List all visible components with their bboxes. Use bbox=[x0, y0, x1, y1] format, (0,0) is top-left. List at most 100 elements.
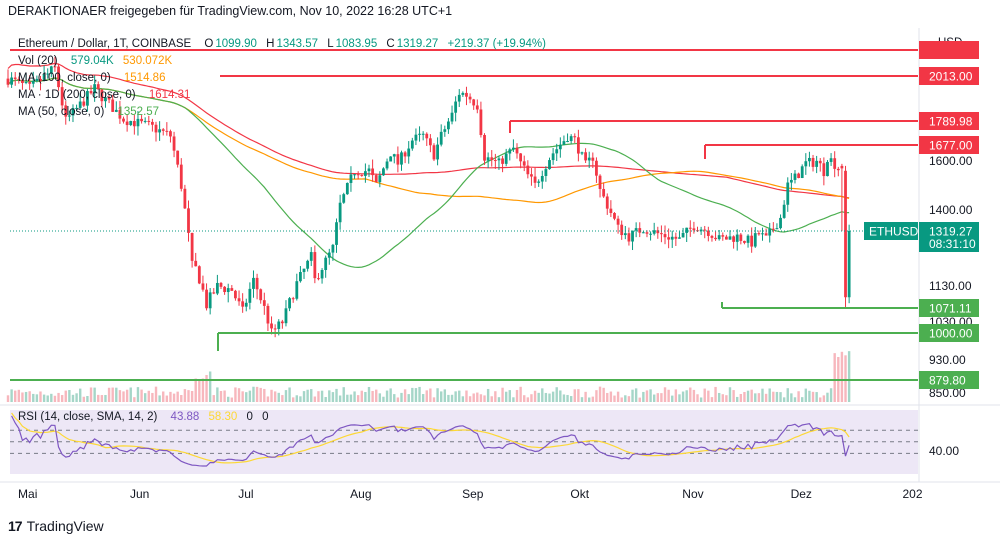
candle-body bbox=[35, 78, 39, 81]
candle-body bbox=[60, 87, 64, 106]
candle-body bbox=[685, 227, 689, 233]
volume-bar bbox=[707, 390, 710, 402]
candle-body bbox=[580, 152, 584, 154]
candle-body bbox=[396, 154, 400, 165]
legend-volume-row: Vol (20) 579.04K 530.072K bbox=[18, 55, 173, 67]
volume-bar bbox=[111, 387, 114, 402]
volume-bar bbox=[782, 397, 786, 402]
candle-body bbox=[638, 228, 642, 233]
candle-body bbox=[483, 135, 486, 161]
volume-bar bbox=[761, 388, 764, 402]
candle-body bbox=[255, 277, 259, 290]
candle-body bbox=[623, 233, 627, 236]
volume-bar bbox=[541, 388, 544, 402]
volume-bar bbox=[288, 387, 291, 402]
volume-bar bbox=[634, 388, 638, 402]
volume-bar bbox=[342, 387, 345, 402]
volume-bar bbox=[479, 394, 483, 402]
candle-body bbox=[425, 133, 429, 139]
level-label-box bbox=[919, 371, 979, 389]
volume-bar bbox=[302, 391, 306, 402]
volume-bar bbox=[815, 392, 818, 402]
candle-body bbox=[714, 237, 717, 240]
candle-body bbox=[808, 157, 811, 162]
candle-body bbox=[302, 268, 306, 273]
candle-body bbox=[270, 323, 273, 329]
candle-body bbox=[223, 286, 226, 293]
volume-bar bbox=[512, 397, 515, 402]
candle-body bbox=[273, 328, 277, 330]
candle-body bbox=[234, 290, 237, 299]
volume-bar bbox=[476, 392, 479, 402]
volume-bar bbox=[602, 387, 605, 402]
candle-body bbox=[515, 147, 519, 154]
volume-bar bbox=[660, 393, 663, 402]
level-label-box bbox=[919, 112, 979, 130]
ma50-line bbox=[7, 77, 850, 269]
volume-bar bbox=[620, 397, 623, 402]
candle-body bbox=[663, 234, 667, 238]
price-tick-label: 1400.00 bbox=[929, 203, 973, 217]
candle-body bbox=[244, 302, 248, 307]
volume-bar bbox=[573, 389, 576, 402]
volume-bar bbox=[537, 392, 540, 402]
candle-body bbox=[49, 66, 53, 74]
candle-body bbox=[761, 233, 764, 235]
candle-body bbox=[724, 236, 728, 240]
candle-body bbox=[533, 176, 537, 183]
volume-bar bbox=[804, 388, 808, 402]
candle-body bbox=[576, 137, 580, 154]
candle-body bbox=[313, 252, 317, 279]
candle-body bbox=[107, 97, 111, 100]
volume-bar bbox=[172, 393, 176, 402]
volume-bar bbox=[129, 387, 132, 402]
candle-body bbox=[800, 166, 804, 179]
volume-bar bbox=[212, 395, 215, 402]
volume-bar bbox=[652, 394, 656, 402]
level-label: 1789.98 bbox=[929, 115, 973, 129]
volume-bar bbox=[577, 389, 580, 402]
candle-body bbox=[815, 160, 819, 167]
candle-body bbox=[158, 129, 162, 133]
candle-body bbox=[378, 175, 382, 183]
level-label: 1000.00 bbox=[929, 327, 973, 341]
volume-bar bbox=[490, 396, 493, 402]
volume-bar bbox=[299, 396, 302, 402]
volume-bar bbox=[728, 387, 732, 402]
candle-body bbox=[86, 91, 89, 106]
volume-bar bbox=[328, 390, 331, 402]
candle-body bbox=[486, 157, 490, 161]
volume-bar bbox=[468, 396, 472, 402]
candle-body bbox=[750, 235, 754, 247]
candle-body bbox=[143, 120, 147, 122]
volume-bar bbox=[270, 389, 273, 402]
candle-body bbox=[519, 153, 523, 162]
volume-bar bbox=[32, 393, 35, 402]
candle-body bbox=[353, 174, 356, 176]
volume-bar bbox=[508, 390, 511, 402]
candle-body bbox=[53, 66, 57, 68]
volume-bar bbox=[497, 397, 501, 402]
candle-body bbox=[566, 141, 569, 143]
volume-bar bbox=[396, 397, 400, 402]
candle-body bbox=[428, 138, 432, 146]
volume-bar bbox=[569, 396, 573, 402]
candle-body bbox=[497, 158, 501, 161]
candle-body bbox=[17, 78, 21, 80]
volume-bar bbox=[562, 394, 566, 402]
candle-body bbox=[46, 73, 50, 75]
candle-body bbox=[818, 160, 822, 164]
tradingview-logo[interactable]: 17 TradingView bbox=[8, 518, 104, 534]
candle-body bbox=[382, 168, 385, 176]
volume-bar bbox=[681, 391, 685, 402]
candle-body bbox=[436, 144, 439, 160]
month-label: Aug bbox=[350, 487, 371, 501]
candle-body bbox=[652, 230, 656, 234]
volume-bar bbox=[176, 391, 179, 402]
candle-body bbox=[667, 237, 671, 240]
volume-bar bbox=[833, 353, 836, 402]
volume-bar bbox=[17, 389, 21, 402]
volume-bar bbox=[147, 390, 150, 402]
candle-body bbox=[782, 204, 786, 218]
